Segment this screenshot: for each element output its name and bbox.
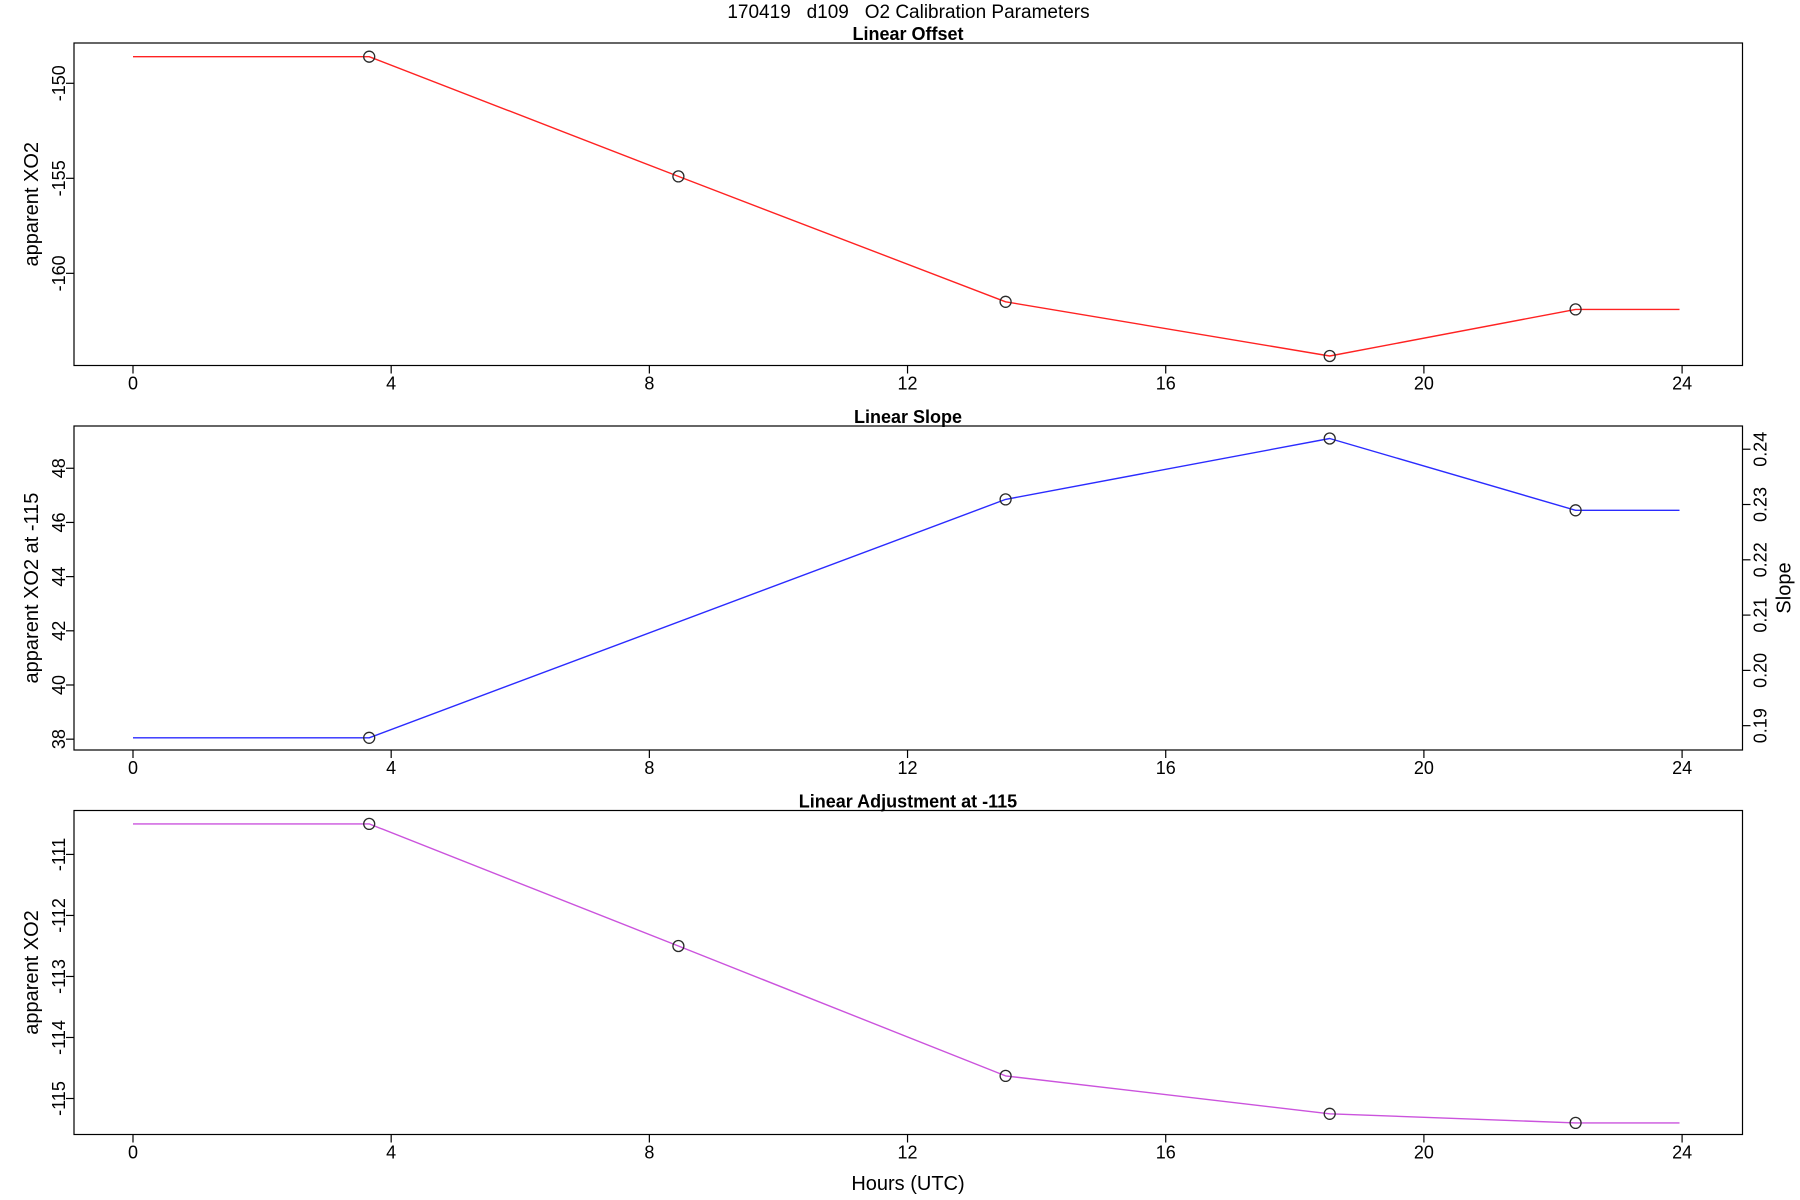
right-y-tick-label: 0.20 [1751,653,1771,688]
right-y-tick-label: 0.19 [1751,708,1771,743]
y-tick-label: 46 [49,512,69,532]
x-tick-label: 24 [1672,374,1692,394]
y-tick-label: 40 [49,675,69,695]
series-line [133,823,1680,1124]
y-tick-label: -111 [49,838,69,871]
x-tick-label: 4 [386,758,396,778]
y-tick-label: 42 [49,621,69,641]
panel-box [73,42,1744,367]
y-tick-label: -112 [49,898,69,933]
y-tick-label: 44 [49,567,69,587]
data-point-marker [1323,349,1336,363]
y-tick-label: 48 [49,458,69,478]
y-tick-label: -115 [49,1081,69,1116]
x-tick-label: 12 [898,1143,918,1163]
right-y-tick-label: 0.23 [1751,487,1771,522]
x-tick-label: 4 [386,374,396,394]
data-point-marker [999,295,1012,308]
y-axis-label: apparent XO2 [21,142,43,267]
data-point-marker [672,170,685,183]
data-point-marker [1569,1116,1582,1130]
panel-title: Linear Slope [854,407,962,427]
x-tick-label: 8 [644,758,654,778]
x-tick-label: 20 [1414,374,1434,394]
panel-box [73,425,1744,751]
x-tick-label: 16 [1156,374,1176,394]
panel-box [73,809,1744,1136]
x-tick-label: 12 [898,374,918,394]
y-tick-label: -150 [49,65,69,101]
y-axis-label: apparent XO2 at -115 [21,493,43,684]
right-y-axis-label: Slope [1774,562,1796,613]
x-tick-label: 4 [386,1143,396,1163]
panel-linear-offset: Linear Offset -160 -155 -150 0 4 8 12 16 20 24 appa… [21,24,1744,394]
data-point-marker [363,731,376,744]
x-tick-label: 20 [1414,1143,1434,1163]
x-tick-label: 0 [128,1143,138,1163]
data-point-marker [363,50,376,63]
panel-title: Linear Adjustment at -115 [799,792,1017,812]
x-tick-label: 0 [128,374,138,394]
y-tick-label: -114 [49,1020,69,1055]
data-point-marker [363,817,376,831]
data-point-marker [999,1069,1012,1083]
y-axis-label: apparent XO2 [21,910,43,1035]
y-tick-label: 38 [49,729,69,749]
x-tick-label: 16 [1156,1143,1176,1163]
y-tick-label: -155 [49,160,69,196]
x-tick-label: 24 [1672,758,1692,778]
x-tick-label: 16 [1156,758,1176,778]
right-y-tick-label: 0.24 [1751,432,1771,467]
x-axis-label: Hours (UTC) [851,1173,964,1195]
series-line [133,437,1680,739]
data-point-marker [1323,1107,1336,1120]
x-tick-label: 20 [1414,758,1434,778]
series-line [133,56,1680,357]
main-title: 170419 d109 O2 Calibration Parameters [727,2,1090,23]
data-point-marker [1323,432,1336,445]
x-tick-label: 8 [644,374,654,394]
data-point-marker [1569,303,1582,316]
panel-title: Linear Offset [852,24,963,44]
x-tick-label: 0 [128,758,138,778]
x-tick-label: 8 [644,1143,654,1163]
x-tick-label: 24 [1672,1143,1692,1163]
y-tick-label: -160 [49,255,69,291]
data-point-marker [999,493,1012,506]
right-y-tick-label: 0.22 [1751,542,1771,577]
x-tick-label: 12 [898,758,918,778]
data-point-marker [1569,504,1582,517]
panel-linear-slope: Linear Slope3840424446480.190.200.210.22… [21,407,1796,778]
panel-linear-adjustment-at-115: Linear Adjustment at -115 -115 -114 -113 -11… [21,792,1744,1163]
data-point-marker [672,939,685,953]
right-y-tick-label: 0.21 [1751,598,1771,633]
y-tick-label: -113 [49,959,69,994]
